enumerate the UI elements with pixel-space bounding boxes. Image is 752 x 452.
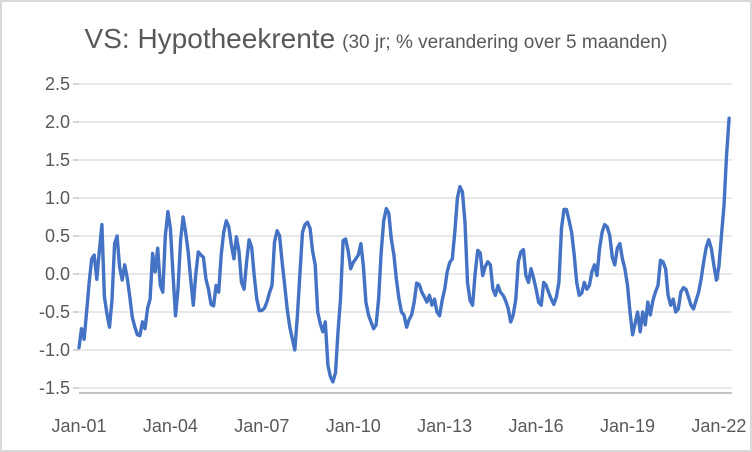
- y-axis-tick-label: 0.0: [45, 264, 70, 284]
- y-axis-tick-label: -1.0: [39, 340, 70, 360]
- chart-title-main: VS: Hypotheekrente: [84, 23, 336, 54]
- x-axis-tick-label: Jan-22: [691, 416, 746, 436]
- x-axis-tick-label: Jan-16: [509, 416, 564, 436]
- x-axis-tick-label: Jan-04: [143, 416, 198, 436]
- y-axis-tick-label: 0.5: [45, 226, 70, 246]
- y-axis-tick-label: 1.5: [45, 150, 70, 170]
- chart-title-sub: (30 jr; % verandering over 5 maanden): [342, 32, 668, 53]
- y-axis-tick-label: 2.5: [45, 74, 70, 94]
- y-axis-tick-label: 2.0: [45, 112, 70, 132]
- chart-title: VS: Hypotheekrente (30 jr; % verandering …: [2, 23, 750, 55]
- y-axis-tick-label: -0.5: [39, 302, 70, 322]
- x-axis-tick-label: Jan-13: [417, 416, 472, 436]
- series-line: [77, 116, 731, 384]
- y-axis-tick-label: 1.0: [45, 188, 70, 208]
- x-axis-tick-label: Jan-10: [326, 416, 381, 436]
- y-axis-tick-label: -1.5: [39, 378, 70, 398]
- x-axis-tick-label: Jan-07: [234, 416, 289, 436]
- x-axis-tick-label: Jan-19: [600, 416, 655, 436]
- x-axis-tick-label: Jan-01: [51, 416, 106, 436]
